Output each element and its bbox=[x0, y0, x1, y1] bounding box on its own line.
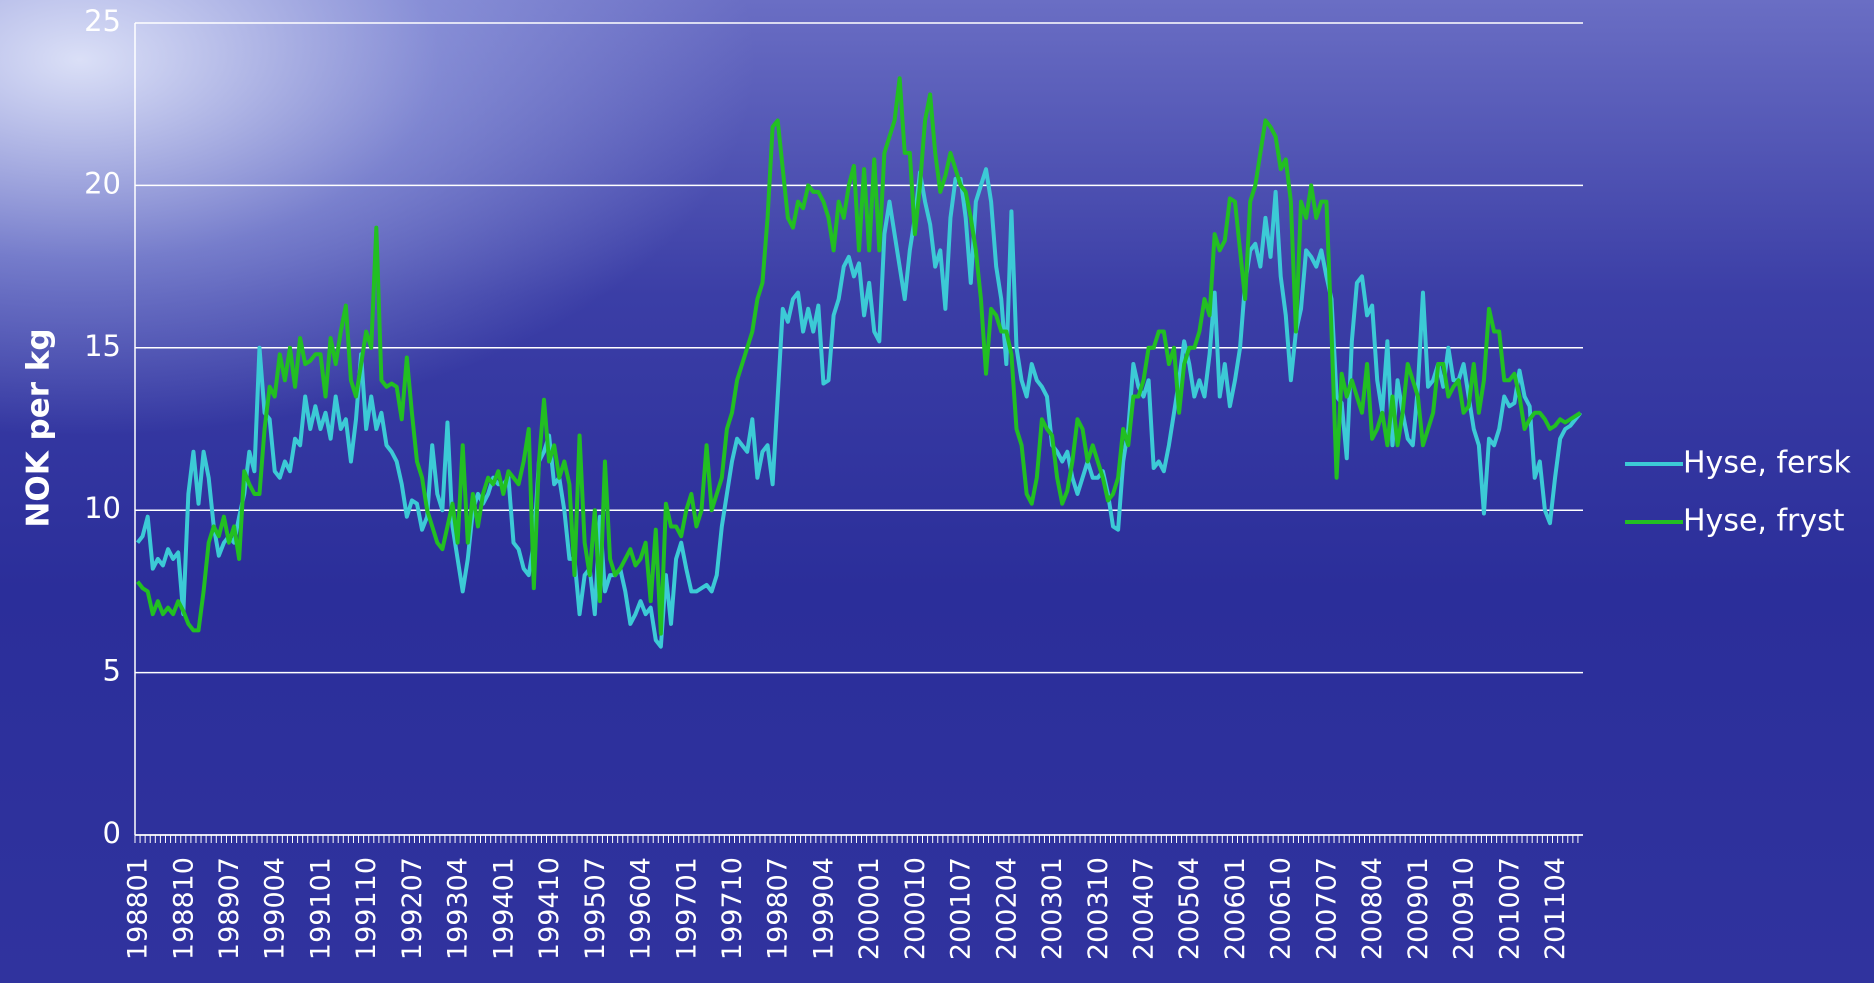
x-tick-label: 199304 bbox=[443, 857, 474, 960]
x-tick-label: 200301 bbox=[1037, 857, 1068, 960]
x-tick-label: 198907 bbox=[214, 857, 245, 960]
y-tick-label: 10 bbox=[84, 491, 121, 525]
x-tick-label: 200010 bbox=[900, 857, 931, 960]
x-tick-label: 200204 bbox=[991, 857, 1022, 960]
y-tick-label: 0 bbox=[103, 816, 121, 850]
x-tick-label: 199110 bbox=[351, 857, 382, 960]
x-tick-label: 199507 bbox=[580, 857, 611, 960]
line-series bbox=[138, 78, 1581, 633]
x-tick-label: 200310 bbox=[1083, 857, 1114, 960]
legend-label: Hyse, fersk bbox=[1683, 446, 1851, 481]
x-tick-label: 199101 bbox=[305, 857, 336, 960]
x-tick-label: 199207 bbox=[397, 857, 428, 960]
x-tick-label: 199410 bbox=[534, 857, 565, 960]
x-tick-label: 200910 bbox=[1449, 857, 1480, 960]
x-tick-label: 198810 bbox=[168, 857, 199, 960]
y-tick-label: 20 bbox=[84, 166, 121, 200]
y-axis-label: NOK per kg bbox=[21, 328, 57, 527]
x-tick-label: 199004 bbox=[260, 857, 291, 960]
x-tick-label: 199904 bbox=[808, 857, 839, 960]
y-tick-label: 25 bbox=[84, 4, 121, 38]
x-tick-label: 199701 bbox=[671, 857, 702, 960]
x-tick-label: 201007 bbox=[1494, 857, 1525, 960]
x-tick-label: 200601 bbox=[1220, 857, 1251, 960]
y-tick-label: 15 bbox=[84, 329, 121, 363]
x-tick-label: 199710 bbox=[717, 857, 748, 960]
x-tick-label: 199807 bbox=[763, 857, 794, 960]
y-tick-label: 5 bbox=[103, 654, 121, 688]
x-tick-label: 200504 bbox=[1174, 857, 1205, 960]
x-tick-label: 200001 bbox=[854, 857, 885, 960]
chart: NOK per kg 0 5 10 15 20 25 198801 198810 198907 1… bbox=[0, 0, 1874, 983]
x-tick-label: 201104 bbox=[1540, 857, 1571, 960]
x-tick-label: 199401 bbox=[488, 857, 519, 960]
x-tick-label: 200610 bbox=[1266, 857, 1297, 960]
x-tick-label: 200107 bbox=[946, 857, 977, 960]
x-tick-label: 200707 bbox=[1311, 857, 1342, 960]
x-tick-label: 198801 bbox=[123, 857, 154, 960]
x-tick-label: 200407 bbox=[1129, 857, 1160, 960]
x-tick-label: 199604 bbox=[626, 857, 657, 960]
legend-label: Hyse, fryst bbox=[1683, 504, 1845, 539]
x-tick-label: 200804 bbox=[1357, 857, 1388, 960]
x-tick-label: 200901 bbox=[1403, 857, 1434, 960]
